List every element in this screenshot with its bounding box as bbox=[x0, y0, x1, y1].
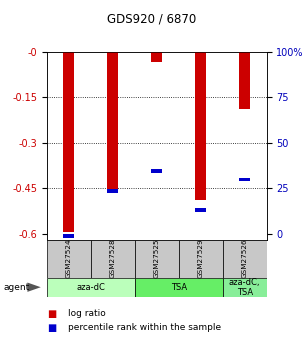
Text: ■: ■ bbox=[47, 323, 56, 333]
Text: aza-dC,
TSA: aza-dC, TSA bbox=[229, 278, 260, 297]
Bar bbox=[63, 234, 75, 238]
Text: GSM27528: GSM27528 bbox=[110, 238, 116, 278]
Bar bbox=[151, 52, 162, 62]
Bar bbox=[195, 208, 206, 211]
Bar bbox=[91, 240, 135, 278]
Bar bbox=[179, 240, 223, 278]
Text: ■: ■ bbox=[47, 309, 56, 319]
Bar bbox=[151, 169, 162, 173]
Bar bbox=[239, 52, 250, 109]
Text: GSM27524: GSM27524 bbox=[66, 238, 72, 278]
Bar bbox=[107, 52, 118, 191]
Bar bbox=[135, 240, 179, 278]
Text: aza-dC: aza-dC bbox=[76, 283, 105, 292]
Bar bbox=[195, 52, 206, 200]
Bar bbox=[63, 52, 75, 232]
Text: GDS920 / 6870: GDS920 / 6870 bbox=[107, 12, 196, 25]
Text: GSM27529: GSM27529 bbox=[198, 238, 204, 278]
Bar bbox=[47, 240, 91, 278]
Bar bbox=[239, 178, 250, 181]
Text: agent: agent bbox=[3, 283, 29, 292]
Text: TSA: TSA bbox=[171, 283, 187, 292]
Polygon shape bbox=[28, 283, 41, 292]
Bar bbox=[223, 278, 267, 297]
Text: percentile rank within the sample: percentile rank within the sample bbox=[68, 323, 221, 332]
Bar bbox=[223, 240, 267, 278]
Text: log ratio: log ratio bbox=[68, 309, 106, 318]
Text: GSM27525: GSM27525 bbox=[154, 238, 160, 278]
Bar bbox=[135, 278, 223, 297]
Bar bbox=[47, 278, 135, 297]
Text: GSM27526: GSM27526 bbox=[242, 238, 248, 278]
Bar bbox=[107, 189, 118, 193]
